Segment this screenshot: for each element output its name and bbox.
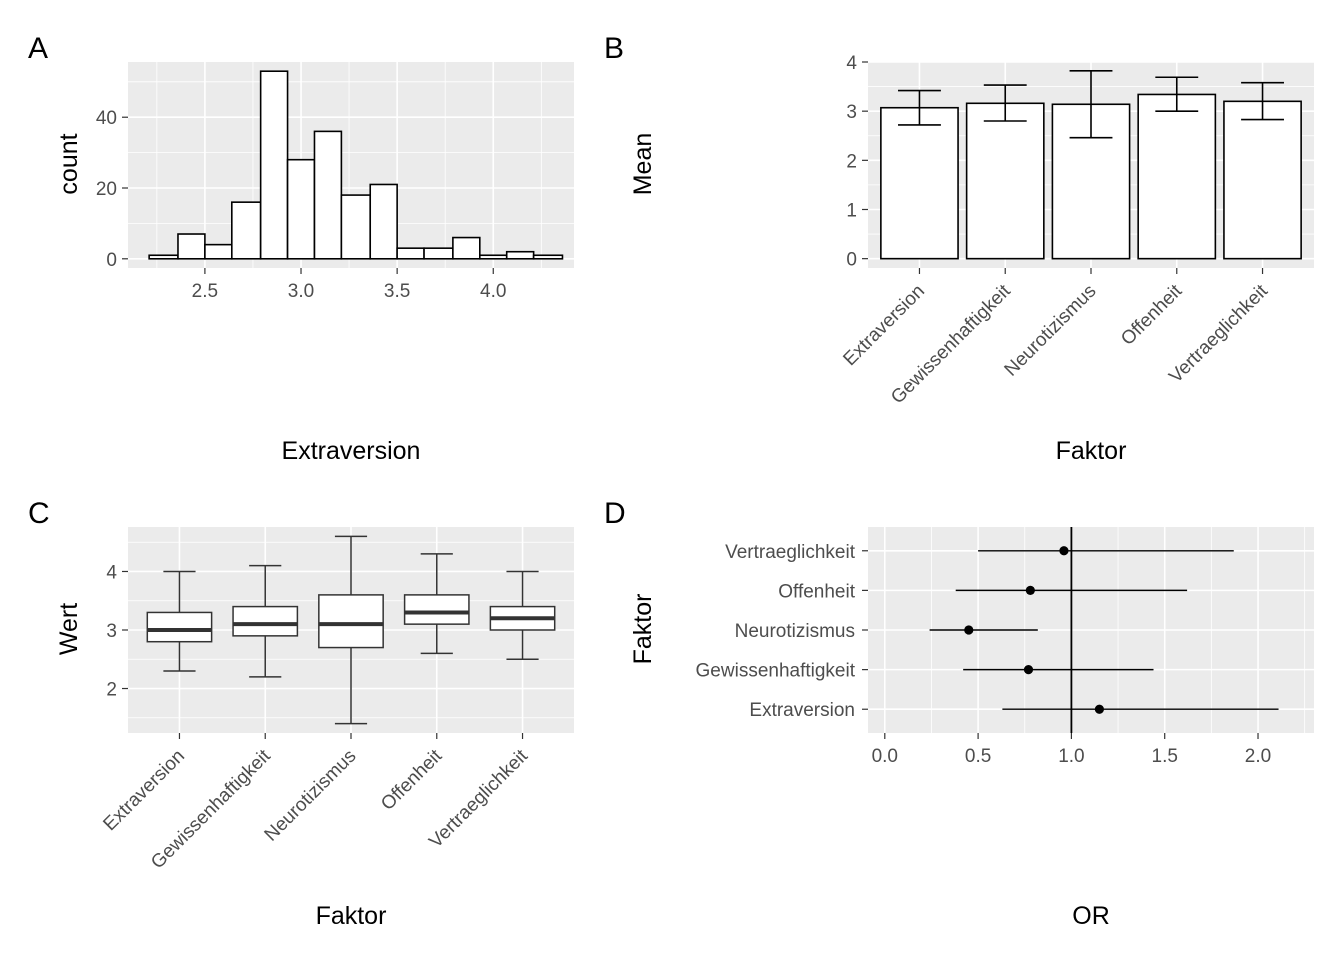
panel-d-estimates — [929, 527, 1279, 733]
panel-a-y-axis: 0 20 40 — [96, 108, 128, 271]
panel-a-tag: A — [28, 32, 48, 65]
panel-b-tag: B — [604, 32, 624, 65]
x-tick-label: 1.5 — [1152, 746, 1178, 767]
x-tick-label: 4.0 — [480, 281, 506, 302]
histogram-bar — [532, 254, 564, 260]
panel-a-x-title: Extraversion — [282, 437, 421, 465]
iqr-box — [318, 594, 384, 649]
y-tick-label: Neurotizismus — [735, 621, 855, 642]
panel-c-y-title: Wert — [55, 603, 83, 655]
odds-ratio-point — [1025, 585, 1035, 595]
panel-c: C ExtraversionGewissenhaftigkeitNeurotiz… — [28, 497, 574, 930]
y-tick-label: Offenheit — [778, 581, 855, 602]
y-tick-label: 3 — [106, 621, 117, 642]
odds-ratio-point — [1023, 665, 1034, 675]
x-tick-label: Extraversion — [839, 281, 929, 371]
x-tick-label: 0.0 — [872, 746, 898, 767]
y-tick-label: 2 — [106, 680, 117, 701]
panel-d: D 0.0 0.5 1.0 1.5 2.0 Extraversion Gewissenha… — [604, 497, 1314, 930]
panel-d-y-axis: Extraversion Gewissenhaftigkeit Neurotizis… — [696, 542, 868, 721]
panel-c-boxes — [146, 535, 556, 725]
mean-bar — [965, 102, 1045, 260]
y-tick-label: Gewissenhaftigkeit — [696, 661, 856, 682]
panel-d-y-title: Faktor — [629, 594, 657, 665]
y-tick-label: 4 — [846, 53, 857, 74]
histogram-bar — [396, 247, 425, 260]
x-tick-label: Extraversion — [99, 746, 189, 836]
y-tick-label: 40 — [96, 108, 117, 129]
histogram-bar — [231, 201, 262, 260]
odds-ratio-point — [1059, 546, 1069, 556]
histogram-bar — [505, 250, 535, 260]
x-tick-label: Neurotizismus — [261, 746, 361, 846]
x-tick-label: 0.5 — [965, 746, 991, 767]
x-tick-label: 1.0 — [1058, 746, 1084, 767]
y-tick-label: Extraversion — [749, 700, 855, 721]
iqr-box — [232, 605, 299, 637]
panel-b-x-axis: ExtraversionGewissenhaftigkeitNeurotizis… — [839, 268, 1273, 408]
histogram-bar — [204, 243, 233, 260]
x-tick-label: Offenheit — [1117, 280, 1187, 350]
panel-b-y-title: Mean — [629, 133, 657, 196]
y-tick-label: Vertraeglichkeit — [725, 542, 856, 563]
mean-bar — [880, 106, 959, 260]
y-tick-label: 4 — [106, 562, 117, 583]
mean-bar — [1137, 93, 1217, 260]
odds-ratio-point — [964, 625, 974, 635]
panel-a-y-title: count — [55, 133, 83, 194]
histogram-bar — [259, 70, 289, 260]
panel-c-x-axis: ExtraversionGewissenhaftigkeitNeurotizis… — [99, 733, 533, 873]
panel-b: B ExtraversionGewissenhaftigkeitNeurotiz… — [604, 32, 1314, 465]
x-tick-label: Offenheit — [377, 745, 447, 815]
panel-c-y-axis: 2 3 4 — [106, 562, 128, 701]
histogram-bar — [369, 183, 398, 260]
iqr-box — [146, 611, 213, 643]
panel-c-tag: C — [28, 497, 50, 530]
panel-b-y-axis: 0 1 2 3 4 — [846, 53, 868, 271]
panel-d-tag: D — [604, 497, 626, 530]
iqr-box — [403, 594, 470, 625]
histogram-bar — [340, 194, 372, 260]
y-tick-label: 3 — [846, 102, 857, 123]
x-tick-label: 2.0 — [1245, 746, 1271, 767]
mean-bar — [1223, 100, 1302, 260]
histogram-bar — [313, 130, 343, 260]
x-tick-label: 3.0 — [288, 281, 314, 302]
panel-d-x-title: OR — [1072, 902, 1110, 930]
y-tick-label: 1 — [846, 200, 857, 221]
y-tick-label: 0 — [846, 250, 857, 271]
odds-ratio-point — [1094, 704, 1104, 714]
panel-b-x-title: Faktor — [1056, 437, 1127, 465]
y-tick-label: 2 — [846, 151, 857, 172]
x-tick-label: 3.5 — [384, 281, 410, 302]
x-tick-label: Neurotizismus — [1001, 281, 1101, 381]
y-tick-label: 20 — [96, 179, 117, 200]
panel-b-bars — [880, 70, 1302, 260]
panel-a-x-axis: 2.5 3.0 3.5 4.0 — [192, 268, 506, 302]
histogram-bar — [479, 254, 508, 260]
histogram-bar — [423, 247, 454, 260]
histogram-bar — [177, 233, 206, 260]
x-tick-label: 2.5 — [192, 281, 218, 302]
panel-a: A 2.5 3.0 3.5 4.0 0 20 40 Extraversion count — [28, 32, 574, 465]
y-tick-label: 0 — [106, 250, 117, 271]
panel-d-x-axis: 0.0 0.5 1.0 1.5 2.0 — [872, 733, 1271, 767]
panel-c-x-title: Faktor — [316, 902, 387, 930]
histogram-bar — [286, 158, 316, 260]
histogram-bar — [148, 254, 179, 260]
panel-a-bars — [148, 70, 564, 260]
histogram-bar — [452, 236, 481, 260]
